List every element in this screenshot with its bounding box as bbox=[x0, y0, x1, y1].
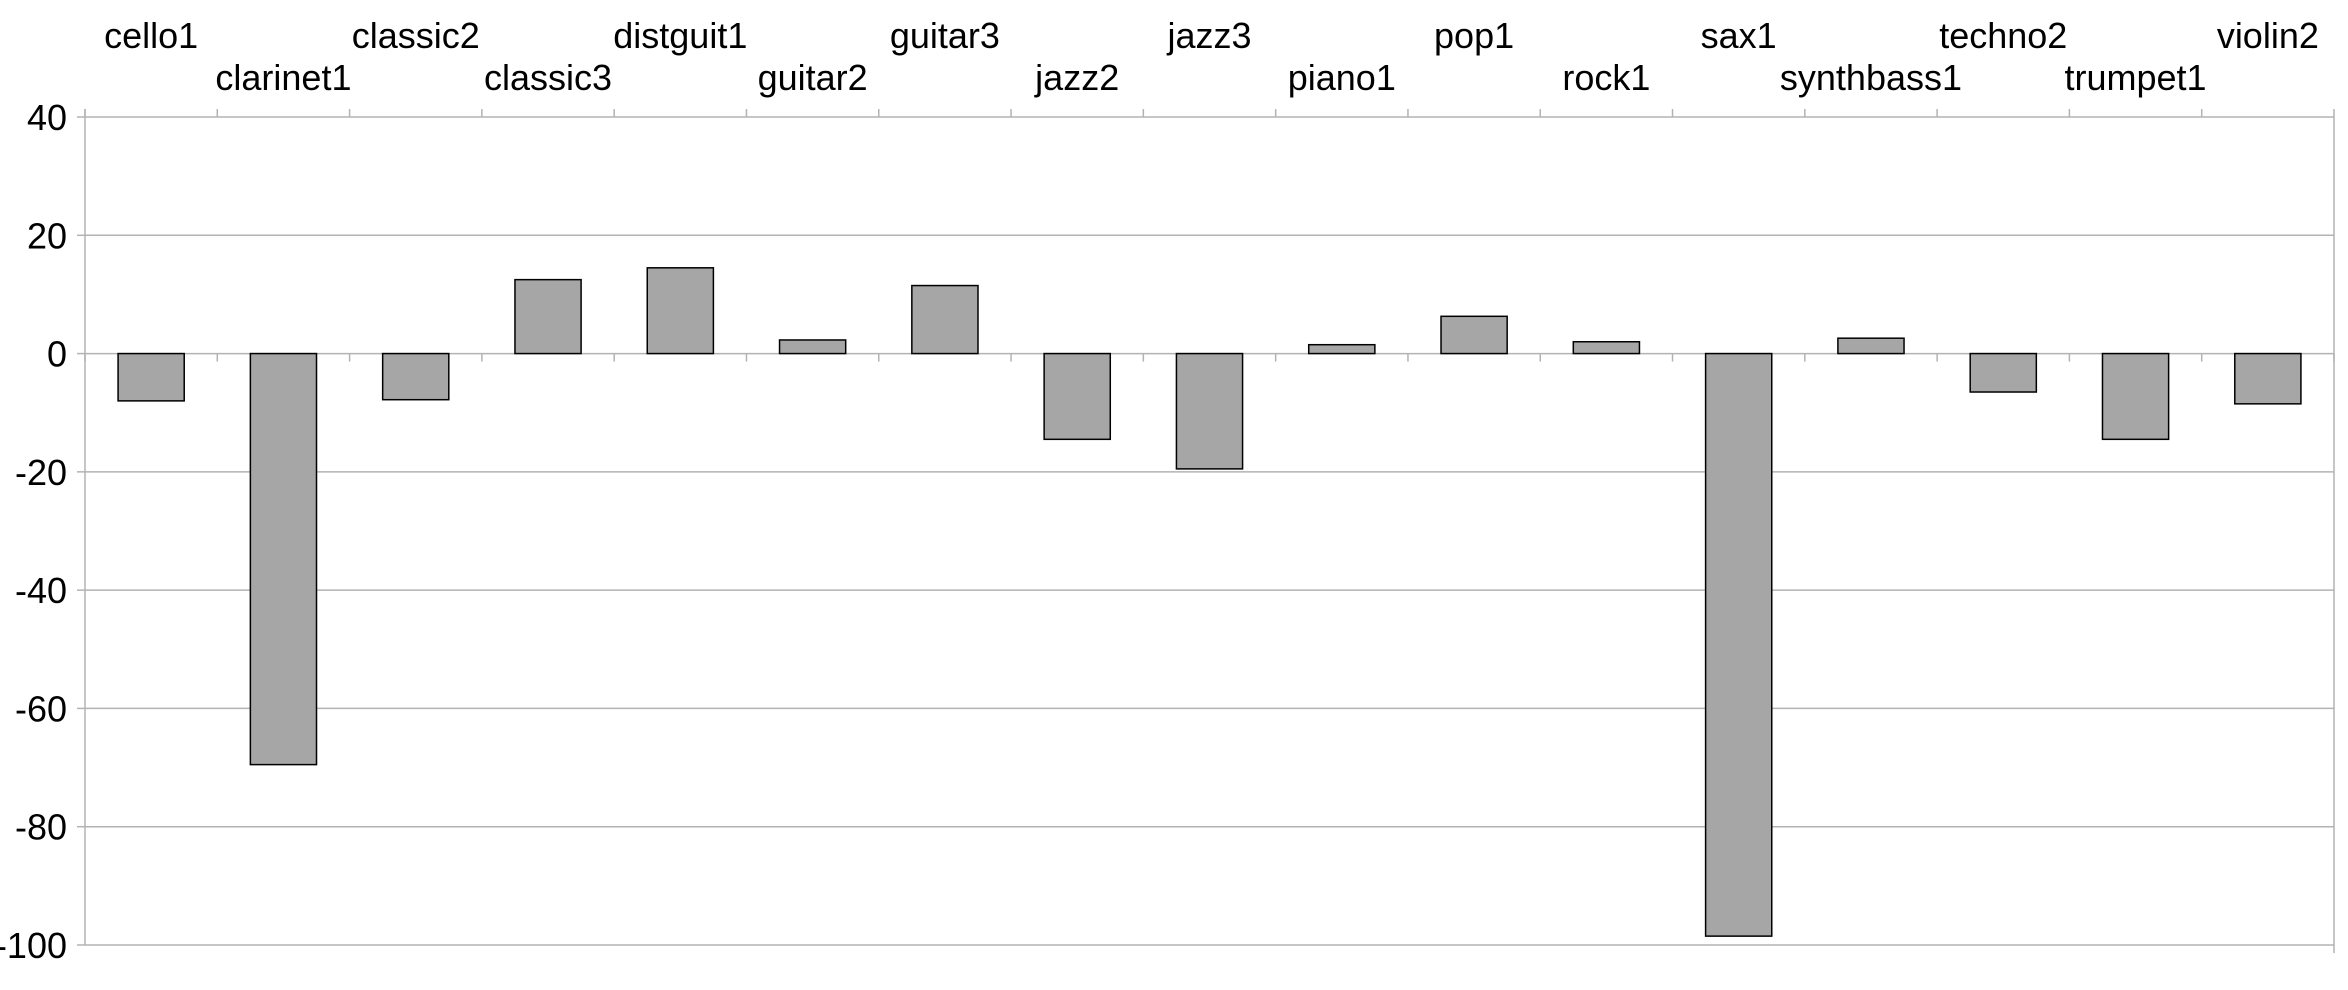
y-tick-labels: 40 20 0 -20 -40 -60 -80 -100 bbox=[0, 97, 67, 966]
bar-cello1 bbox=[117, 352, 185, 402]
bar-distguit1 bbox=[646, 267, 715, 355]
bar-guitar3 bbox=[911, 284, 979, 355]
bar-jazz3 bbox=[1175, 352, 1244, 470]
bar-piano1 bbox=[1307, 343, 1376, 355]
category-label: guitar3 bbox=[890, 15, 1000, 56]
category-label: classic2 bbox=[352, 15, 480, 56]
category-labels: cello1 clarinet1classic2classic3distguit1… bbox=[104, 15, 2319, 98]
y-tick-label: -100 bbox=[0, 925, 67, 966]
y-tick-label: 0 bbox=[47, 334, 67, 375]
bar-trumpet1 bbox=[2101, 352, 2170, 441]
y-tick-label: -60 bbox=[15, 688, 67, 729]
axes bbox=[77, 109, 2335, 953]
bar-pop1 bbox=[1440, 315, 1508, 355]
y-tick-label: -80 bbox=[15, 807, 67, 848]
bar-rock1 bbox=[1572, 340, 1641, 355]
bar-sax1 bbox=[1704, 352, 1773, 937]
category-label: jazz3 bbox=[1166, 15, 1251, 56]
bar-violin2 bbox=[2234, 352, 2302, 405]
category-label: pop1 bbox=[1434, 15, 1514, 56]
bar-techno2 bbox=[1969, 352, 2038, 393]
y-tick-label: -40 bbox=[15, 570, 67, 611]
category-label: sax1 bbox=[1701, 15, 1777, 56]
category-label: violin2 bbox=[2217, 15, 2319, 56]
category-label: clarinet1 bbox=[215, 57, 351, 98]
category-label: classic3 bbox=[484, 57, 612, 98]
y-tick-label: 20 bbox=[27, 215, 67, 256]
category-label: jazz2 bbox=[1034, 57, 1119, 98]
bar-classic3 bbox=[514, 278, 582, 355]
category-label: distguit1 bbox=[613, 15, 747, 56]
bar-jazz2 bbox=[1043, 352, 1112, 441]
category-label: cello1 bbox=[104, 15, 198, 56]
category-label: techno2 bbox=[1939, 15, 2067, 56]
category-label: trumpet1 bbox=[2065, 57, 2207, 98]
category-label: rock1 bbox=[1562, 57, 1650, 98]
y-tick-label: 40 bbox=[27, 97, 67, 138]
bars bbox=[117, 267, 2302, 937]
bar-clarinet1 bbox=[249, 352, 318, 766]
y-tick-label: -20 bbox=[15, 452, 67, 493]
category-label: piano1 bbox=[1288, 57, 1396, 98]
bar-synthbass1 bbox=[1837, 337, 1905, 355]
bar-guitar2 bbox=[778, 339, 847, 355]
category-label: guitar2 bbox=[758, 57, 868, 98]
gridlines bbox=[85, 116, 2334, 946]
category-label: synthbass1 bbox=[1780, 57, 1962, 98]
bar-classic2 bbox=[381, 352, 450, 401]
